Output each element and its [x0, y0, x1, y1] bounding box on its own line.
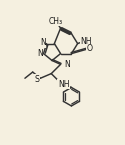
Text: CH₃: CH₃ [49, 17, 63, 26]
Text: N: N [65, 60, 70, 69]
Text: N: N [40, 38, 46, 47]
Text: S: S [35, 75, 40, 84]
Text: O: O [87, 45, 93, 54]
Text: N: N [37, 49, 43, 58]
Text: NH: NH [58, 80, 69, 89]
Text: NH: NH [80, 37, 92, 46]
